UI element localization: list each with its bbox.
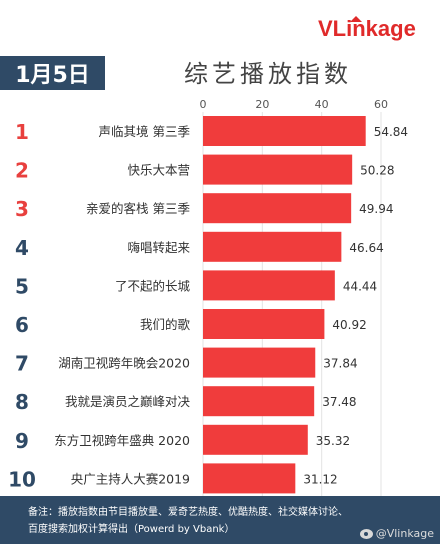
rank-number: 8 — [15, 390, 29, 414]
footer-note-line-2: 百度搜索加权计算得出（Powerd by Vbank） — [28, 524, 235, 535]
rank-number: 10 — [8, 467, 36, 491]
logo-roof-icon — [350, 16, 362, 22]
footer: 备注：播放指数由节目播放量、爱奇艺热度、优酷热度、社交媒体讨论、 百度搜索加权计… — [0, 496, 440, 544]
category-label: 我们的歌 — [140, 317, 191, 332]
weibo-watermark: @Vlinkage — [359, 527, 434, 540]
value-label: 31.12 — [303, 472, 337, 486]
rank-number: 1 — [15, 120, 29, 144]
category-label: 嗨唱转起来 — [127, 240, 190, 255]
category-label: 声临其境 第三季 — [99, 124, 191, 139]
page-title: 综艺播放指数 — [184, 59, 352, 88]
rank-number: 6 — [15, 313, 29, 337]
category-label: 央广主持人大赛2019 — [71, 471, 190, 486]
x-tick-label: 20 — [255, 98, 269, 111]
value-label: 37.84 — [323, 357, 357, 371]
category-label: 湖南卫视跨年晚会2020 — [58, 356, 190, 371]
x-tick-label: 40 — [315, 98, 329, 111]
weibo-icon — [359, 528, 373, 539]
vlinkage-logo: VLinkage — [318, 12, 430, 42]
x-tick-label: 0 — [200, 98, 207, 111]
rank-number: 3 — [15, 197, 29, 221]
category-label: 东方卫视跨年盛典 2020 — [54, 433, 190, 448]
value-label: 40.92 — [332, 318, 366, 332]
bar — [203, 309, 325, 339]
footer-note: 备注：播放指数由节目播放量、爱奇艺热度、优酷热度、社交媒体讨论、 百度搜索加权计… — [28, 504, 358, 538]
category-label: 我就是演员之巅峰对决 — [65, 394, 191, 409]
bar — [203, 193, 352, 224]
category-label: 快乐大本营 — [127, 163, 190, 178]
value-label: 49.94 — [359, 202, 393, 216]
bar — [203, 424, 308, 455]
bar — [203, 270, 335, 301]
bar — [203, 154, 353, 185]
rank-number: 2 — [15, 159, 29, 183]
value-label: 35.32 — [316, 434, 350, 448]
date-badge: 1月5日 — [0, 56, 105, 90]
value-label: 44.44 — [343, 279, 377, 293]
rank-number: 7 — [15, 352, 29, 376]
value-label: 50.28 — [360, 164, 394, 178]
category-label: 亲爱的客栈 第三季 — [86, 201, 190, 216]
bar — [203, 463, 296, 494]
watermark-text: @Vlinkage — [375, 527, 434, 540]
bar — [203, 231, 342, 262]
rank-number: 4 — [15, 236, 29, 260]
bar — [203, 386, 315, 417]
category-label: 了不起的长城 — [115, 278, 191, 293]
footer-note-line-1: 备注：播放指数由节目播放量、爱奇艺热度、优酷热度、社交媒体讨论、 — [28, 507, 348, 518]
value-label: 37.48 — [322, 395, 356, 409]
value-label: 54.84 — [374, 125, 408, 139]
rank-number: 9 — [15, 429, 29, 453]
logo-text: VLinkage — [318, 16, 416, 41]
bar — [203, 347, 316, 378]
value-label: 46.64 — [349, 241, 383, 255]
rank-number: 5 — [15, 274, 29, 298]
x-tick-label: 60 — [374, 98, 388, 111]
bar — [203, 116, 366, 146]
bar-chart: 0 20 40 60 1 声临其境 第三季 54.84 2 快乐大本营 50.28 3 亲爱的客栈 第… — [8, 98, 408, 496]
